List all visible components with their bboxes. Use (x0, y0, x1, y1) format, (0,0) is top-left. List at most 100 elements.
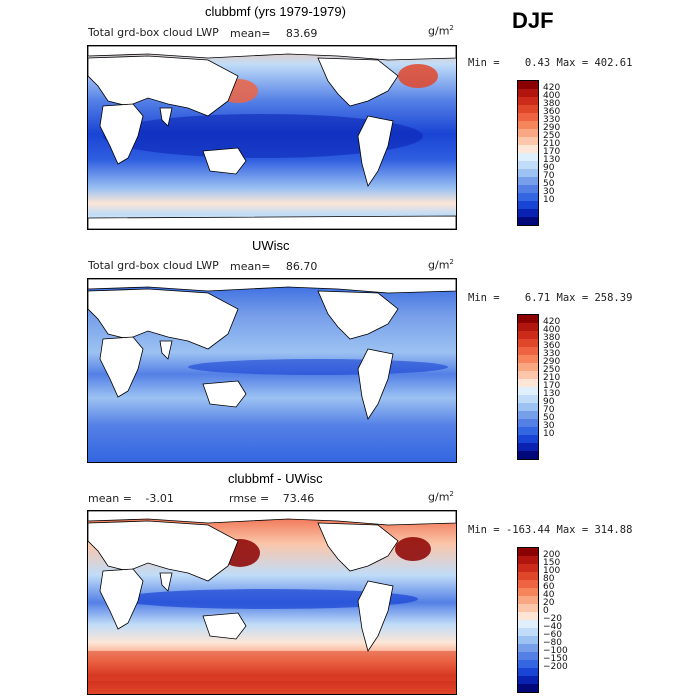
colorbar-segment (518, 371, 538, 379)
continents (88, 511, 456, 652)
south-america (357, 348, 394, 420)
colorbar-segment (518, 668, 538, 676)
panel-3-map-svg (88, 511, 456, 694)
colorbar-segment (518, 355, 538, 363)
panel-1-colorbar (517, 80, 539, 226)
colorbar-segment (518, 620, 538, 628)
colorbar-tick-label: 30 (543, 186, 555, 197)
north-america (317, 290, 399, 340)
colorbar-segment (518, 169, 538, 177)
panel-1-mean: mean= 83.69 (230, 27, 317, 40)
colorbar-segment (518, 177, 538, 185)
panel-1-mean-label: mean= (230, 27, 271, 40)
eurasia (88, 520, 239, 582)
panel-1-colorbar-ticks: 420 400 380 360 330 290 250 210 170 130 90 70 50 30 10 (543, 80, 583, 224)
colorbar-tick-label: −100 (543, 645, 568, 656)
colorbar-segment (518, 612, 538, 620)
colorbar-segment (518, 185, 538, 193)
panel-3-map (87, 510, 457, 695)
panel-1-title: clubbmf (yrs 1979-1979) (205, 4, 346, 19)
colorbar-segment (518, 676, 538, 684)
panel-3-rmse: rmse = 73.46 (229, 492, 314, 505)
colorbar-segment (518, 347, 538, 355)
colorbar-tick-label: 30 (543, 420, 555, 431)
colorbar-segment (518, 129, 538, 137)
colorbar-tick-label: 380 (543, 98, 561, 109)
tropical-low-band (103, 114, 423, 158)
colorbar-tick-label: 40 (543, 589, 555, 600)
panel-2-subtitle: Total grd-box cloud LWP (88, 259, 219, 272)
colorbar-tick-label: 250 (543, 130, 561, 141)
colorbar-segment (518, 161, 538, 169)
colorbar-tick-label: 50 (543, 412, 555, 423)
arctic-land (88, 279, 456, 294)
colorbar-segment (518, 193, 538, 201)
colorbar-segment (518, 217, 538, 225)
panel-3-rmse-value: 73.46 (282, 492, 315, 505)
panel-3-mean-label: mean = (88, 492, 132, 505)
colorbar-tick-label: 130 (543, 388, 561, 399)
colorbar-tick-label: 100 (543, 565, 561, 576)
colorbar-segment (518, 548, 538, 556)
colorbar-tick-label: 360 (543, 106, 561, 117)
colorbar-segment (518, 411, 538, 419)
colorbar-tick-label: −200 (543, 661, 568, 672)
panel-2-mean: mean= 86.70 (230, 260, 317, 273)
panel-1-units: g/m2 (428, 24, 454, 38)
colorbar-tick-label: 170 (543, 146, 561, 157)
australia (202, 147, 247, 175)
colorbar-tick-label: 130 (543, 154, 561, 165)
colorbar-segment (518, 644, 538, 652)
colorbar-segment (518, 572, 538, 580)
panel-3-minmax: Min = -163.44 Max = 314.88 (468, 524, 633, 536)
colorbar-segment (518, 339, 538, 347)
colorbar-tick-label: 0 (543, 605, 549, 616)
colorbar-segment (518, 323, 538, 331)
colorbar-segment (518, 636, 538, 644)
colorbar-tick-label: 80 (543, 573, 555, 584)
colorbar-tick-label: 60 (543, 581, 555, 592)
colorbar-tick-label: 420 (543, 82, 561, 93)
colorbar-tick-label: 400 (543, 90, 561, 101)
colorbar-segment (518, 684, 538, 692)
panel-2-title: UWisc (252, 238, 290, 253)
australia (202, 380, 247, 408)
colorbar-tick-label: 250 (543, 364, 561, 375)
colorbar-segment (518, 395, 538, 403)
colorbar-segment (518, 443, 538, 451)
continents (88, 279, 456, 420)
colorbar-segment (518, 556, 538, 564)
colorbar-segment (518, 387, 538, 395)
colorbar-segment (518, 145, 538, 153)
panel-2-mean-value: 86.70 (285, 260, 318, 273)
panel-1-subtitle: Total grd-box cloud LWP (88, 26, 219, 39)
colorbar-tick-label: 90 (543, 396, 555, 407)
colorbar-tick-label: −80 (543, 637, 562, 648)
india (159, 340, 173, 360)
colorbar-segment (518, 427, 538, 435)
panel-3-mean-value: -3.01 (145, 492, 174, 505)
panel-3-units: g/m2 (428, 490, 454, 504)
colorbar-tick-label: −20 (543, 613, 562, 624)
australia (202, 612, 247, 640)
southern-ocean-positive (88, 651, 456, 681)
panel-1-minmax: Min = 0.43 Max = 402.61 (468, 57, 633, 69)
colorbar-tick-label: 210 (543, 372, 561, 383)
colorbar-tick-label: 420 (543, 316, 561, 327)
colorbar-tick-label: 330 (543, 348, 561, 359)
colorbar-tick-label: 70 (543, 404, 555, 415)
colorbar-segment (518, 435, 538, 443)
colorbar-segment (518, 628, 538, 636)
colorbar-tick-label: 20 (543, 597, 555, 608)
continents (88, 46, 456, 229)
tropical-negative-band (118, 589, 418, 609)
india (159, 107, 173, 127)
gulf-stream-positive (395, 537, 431, 561)
colorbar-segment (518, 596, 538, 604)
gulf-stream-high (398, 64, 438, 88)
panel-1-mean-value: 83.69 (285, 27, 318, 40)
colorbar-segment (518, 564, 538, 572)
colorbar-segment (518, 419, 538, 427)
colorbar-segment (518, 451, 538, 459)
panel-2-map (87, 278, 457, 463)
